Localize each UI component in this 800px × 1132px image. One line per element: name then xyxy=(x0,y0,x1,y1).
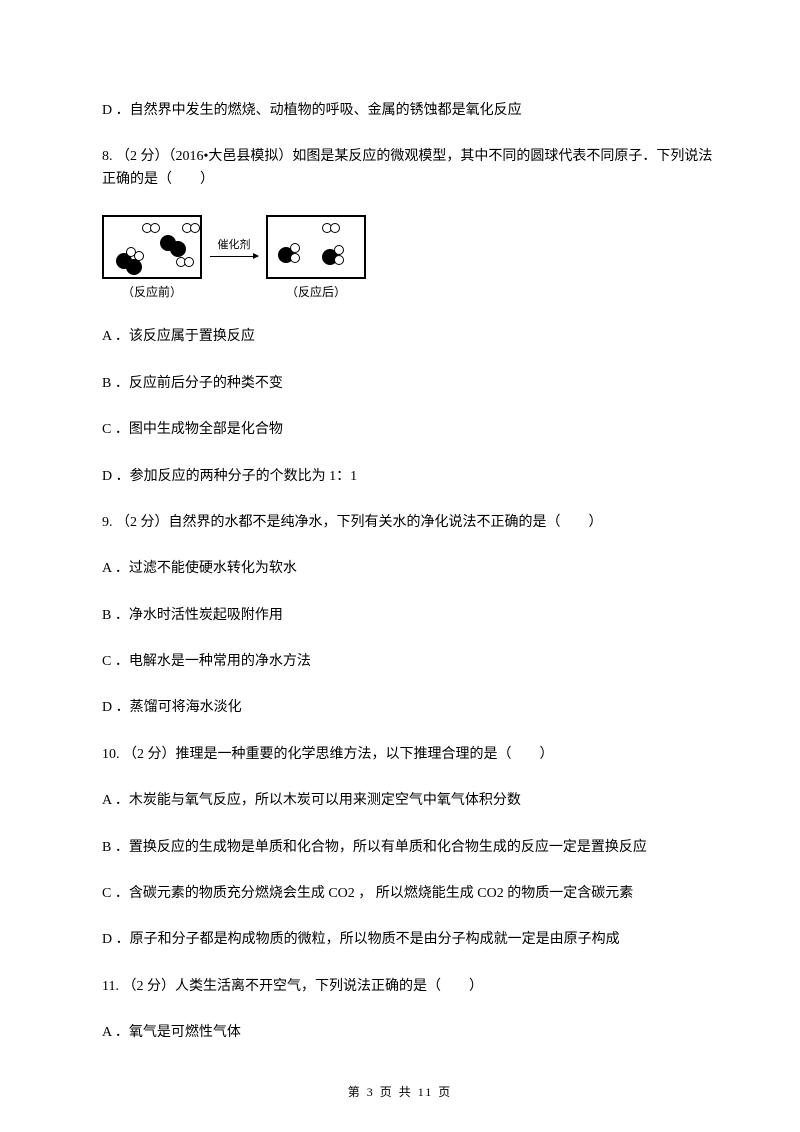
q11-option-a: A ．氧气是可燃性气体 xyxy=(78,1022,722,1044)
q10-option-b: B ．置换反应的生成物是单质和化合物，所以有单质和化合物生成的反应一定是置换反应 xyxy=(78,837,722,859)
q10-option-d: D ．原子和分子都是构成物质的微粒，所以物质不是由分子构成就一定是由原子构成 xyxy=(78,929,722,951)
q9-option-c: C ．电解水是一种常用的净水方法 xyxy=(78,651,722,673)
q9-option-a: A ．过滤不能使硬水转化为软水 xyxy=(78,558,722,580)
q10-option-a: A ．木炭能与氧气反应，所以木炭可以用来测定空气中氧气体积分数 xyxy=(78,790,722,812)
diagram-box-after xyxy=(266,215,366,279)
q11-stem: 11. （2 分）人类生活离不开空气，下列说法正确的是（ ） xyxy=(78,976,722,998)
diagram-box-before xyxy=(102,215,202,279)
diagram-label-after: （反应后） xyxy=(266,283,366,302)
diagram-label-before: （反应前） xyxy=(102,283,202,302)
q10-stem: 10. （2 分）推理是一种重要的化学思维方法，以下推理合理的是（ ） xyxy=(78,744,722,766)
q7-option-d: D ．自然界中发生的燃烧、动植物的呼吸、金属的锈蚀都是氧化反应 xyxy=(78,100,722,122)
arrow-label: 催化剂 xyxy=(218,237,251,255)
q10-option-c: C ．含碳元素的物质充分燃烧会生成 CO2 ， 所以燃烧能生成 CO2 的物质一… xyxy=(78,883,722,905)
q8-option-d: D ．参加反应的两种分子的个数比为 1：1 xyxy=(78,466,722,488)
page-footer: 第 3 页 共 11 页 xyxy=(0,1083,800,1102)
reaction-diagram: 催化剂 （反应前） （反应后） xyxy=(102,215,722,302)
q8-stem: 8. （2 分）（2016•大邑县模拟）如图是某反应的微观模型，其中不同的圆球代… xyxy=(78,146,722,191)
q8-option-b: B ．反应前后分子的种类不变 xyxy=(78,373,722,395)
diagram-arrow: 催化剂 xyxy=(210,237,258,258)
q8-option-c: C ．图中生成物全部是化合物 xyxy=(78,419,722,441)
q9-option-d: D ．蒸馏可将海水淡化 xyxy=(78,697,722,719)
q8-option-a: A ．该反应属于置换反应 xyxy=(78,326,722,348)
q9-stem: 9. （2 分）自然界的水都不是纯净水，下列有关水的净化说法不正确的是（ ） xyxy=(78,512,722,534)
q9-option-b: B ．净水时活性炭起吸附作用 xyxy=(78,605,722,627)
